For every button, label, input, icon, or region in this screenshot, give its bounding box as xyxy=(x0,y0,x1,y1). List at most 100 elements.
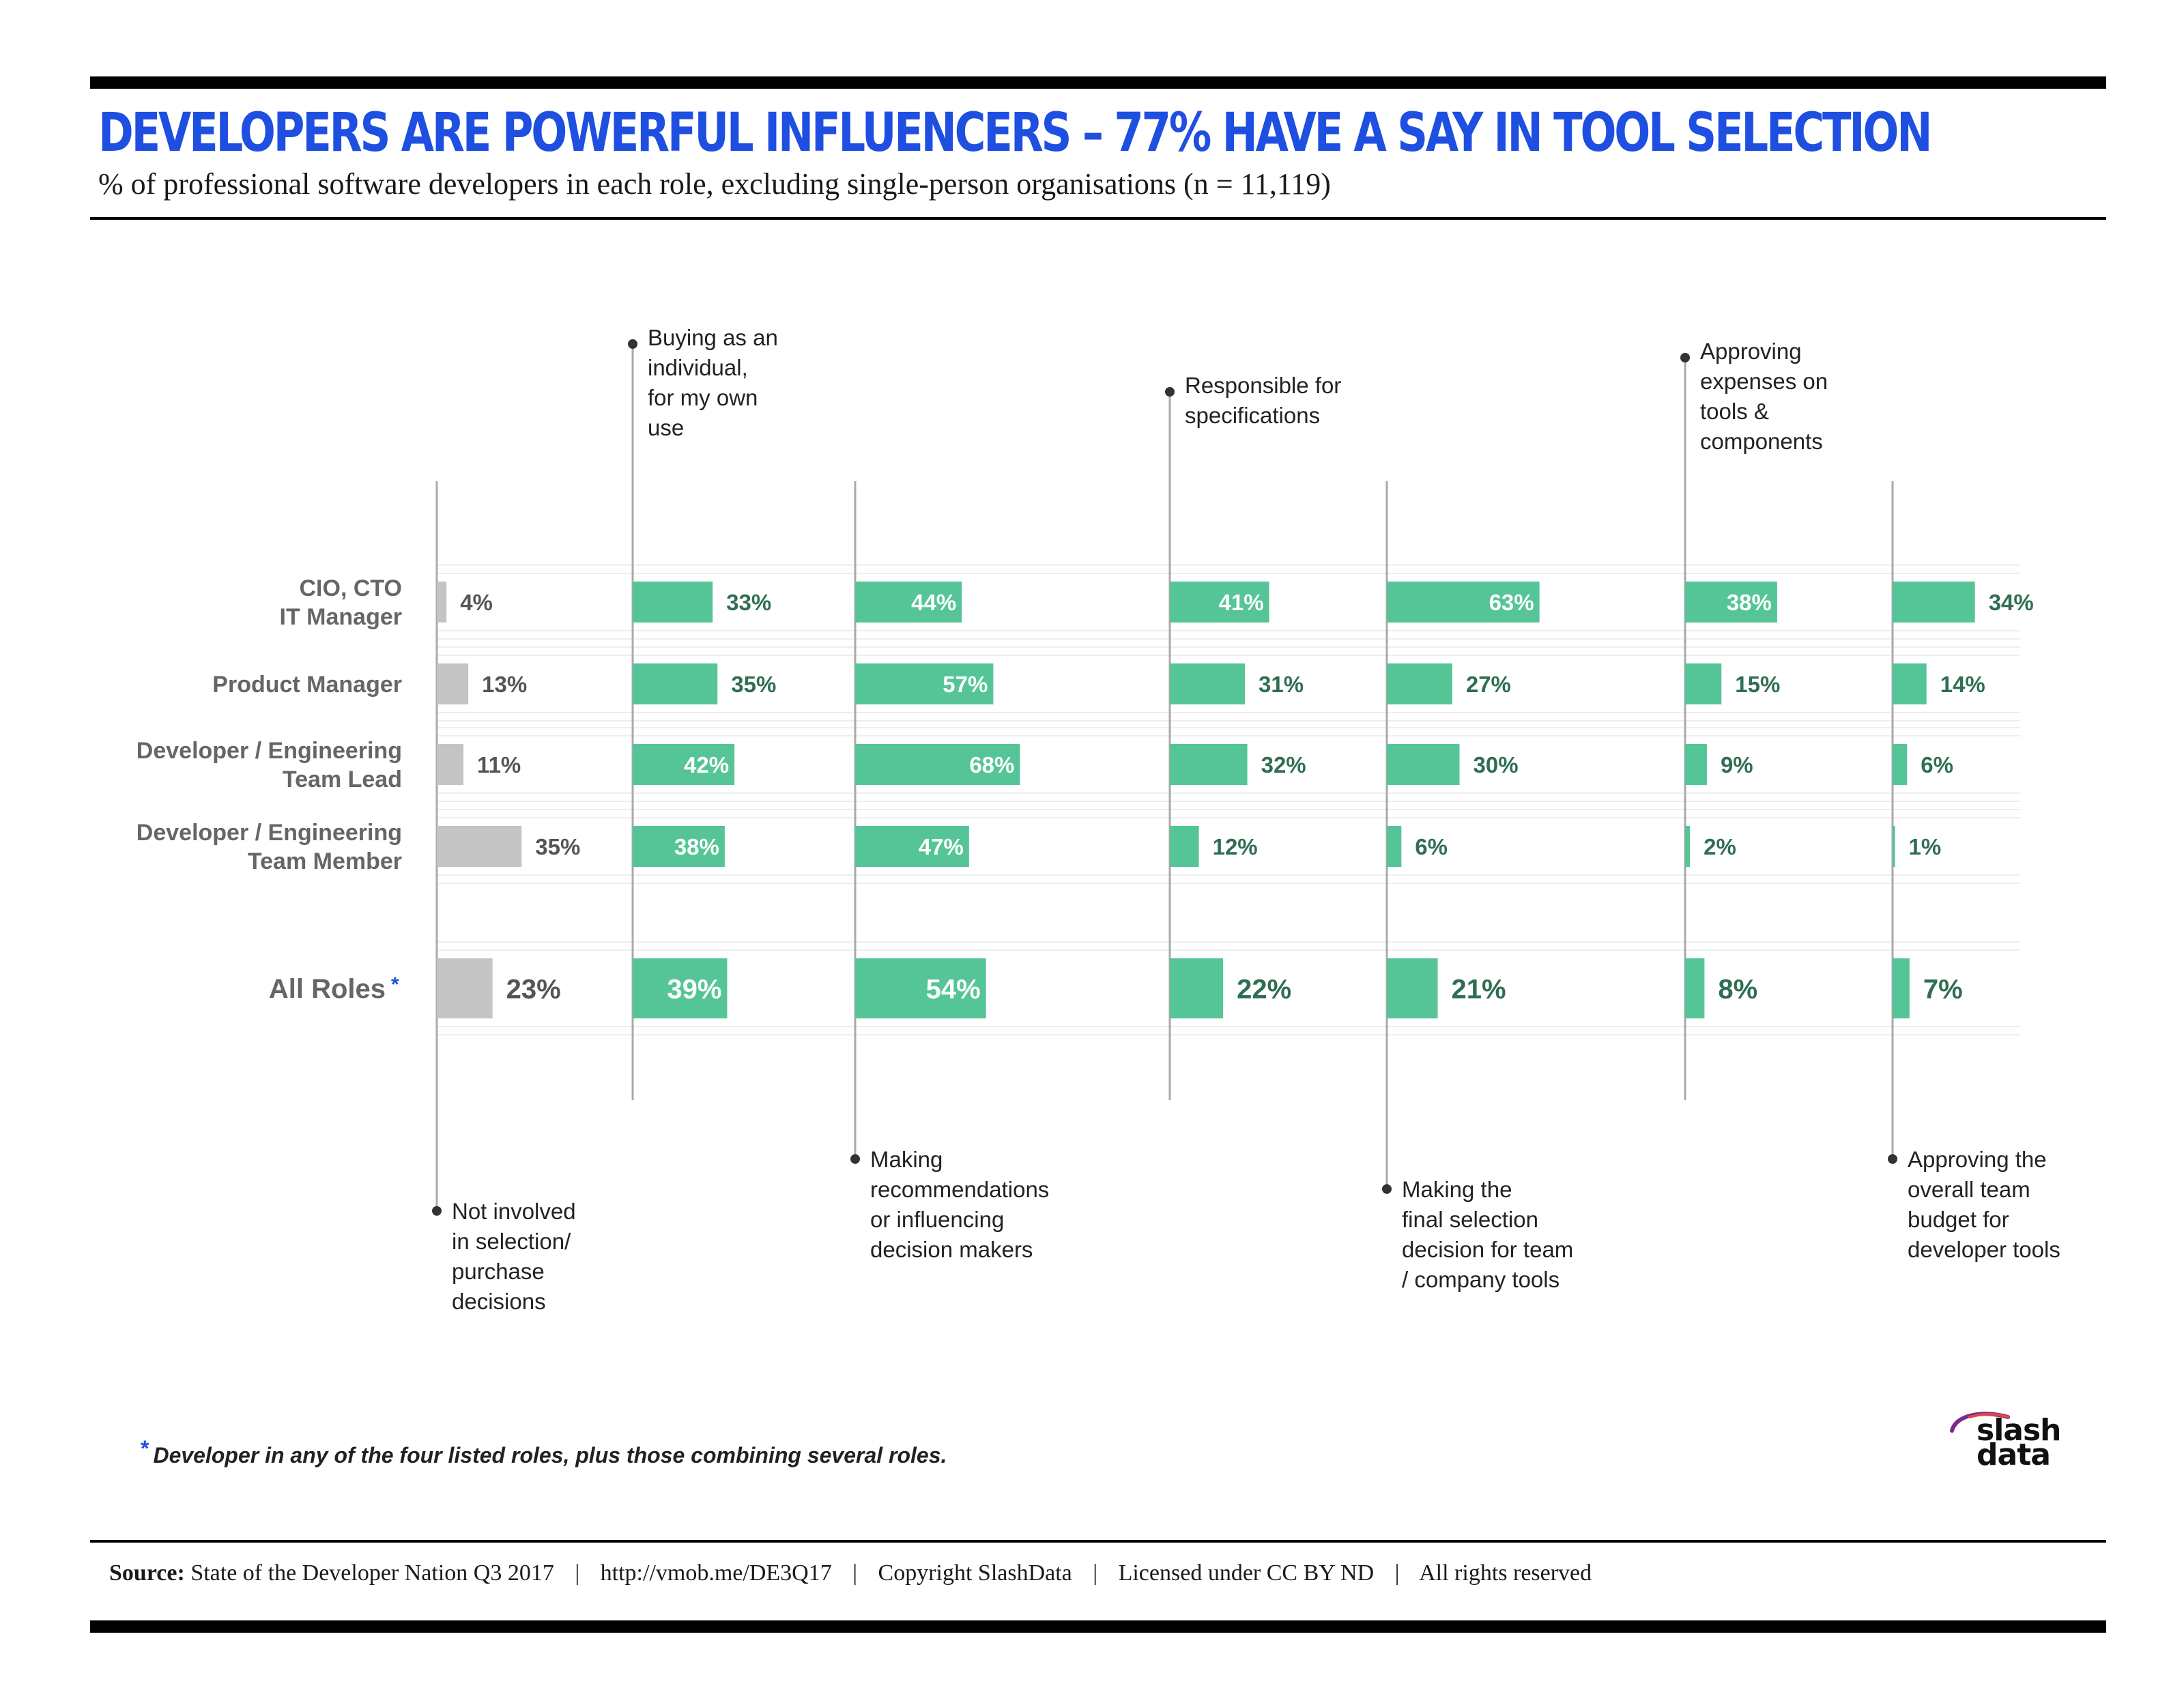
source-separator: | xyxy=(575,1560,580,1586)
bar xyxy=(1893,826,1895,867)
bar-value-label: 44% xyxy=(911,590,956,615)
column-marker-dot xyxy=(628,339,637,349)
chart-title: DEVELOPERS ARE POWERFUL INFLUENCERS – 77… xyxy=(98,102,1932,164)
source-part: Licensed under CC BY ND xyxy=(1118,1560,1375,1586)
bar-value-label: 22% xyxy=(1237,974,1291,1004)
footnote-text: Developer in any of the four listed role… xyxy=(153,1443,947,1468)
column-marker-dot xyxy=(850,1154,860,1164)
bar-value-label: 6% xyxy=(1415,834,1448,859)
bar xyxy=(1685,744,1707,785)
bar xyxy=(633,958,728,1018)
bar-value-label: 13% xyxy=(482,672,527,697)
bar-value-label: 27% xyxy=(1466,672,1511,697)
bar-value-label: 21% xyxy=(1452,974,1506,1004)
source-link[interactable]: http://vmob.me/DE3Q17 xyxy=(600,1560,832,1586)
bar xyxy=(1170,582,1269,623)
bar xyxy=(855,582,962,623)
source-separator: | xyxy=(852,1560,858,1586)
bar-value-label: 38% xyxy=(674,834,719,859)
bar-value-label: 23% xyxy=(506,974,561,1004)
bar xyxy=(437,826,522,867)
bar xyxy=(1685,826,1691,867)
bar xyxy=(1170,663,1246,704)
logo-line-1: slash xyxy=(1977,1413,2061,1448)
bar xyxy=(855,826,969,867)
bar xyxy=(855,663,994,704)
bar-value-label: 6% xyxy=(1921,752,1953,777)
column-label: Buying as an individual, for my own use xyxy=(648,325,778,440)
bar xyxy=(437,663,469,704)
bar-value-label: 31% xyxy=(1259,672,1304,697)
bar-value-label: 42% xyxy=(684,752,729,777)
bar-value-label: 39% xyxy=(667,974,721,1004)
bar xyxy=(1685,582,1777,623)
bar-value-label: 11% xyxy=(477,752,521,777)
source-separator: | xyxy=(1093,1560,1098,1586)
source-part: State of the Developer Nation Q3 2017 xyxy=(190,1560,554,1586)
bar-value-label: 7% xyxy=(1923,974,1963,1004)
source-label: Source: xyxy=(109,1560,185,1586)
bar xyxy=(633,582,713,623)
source-part: All rights reserved xyxy=(1419,1560,1592,1586)
bar xyxy=(1387,744,1460,785)
bar xyxy=(1685,663,1722,704)
bar-value-label: 32% xyxy=(1261,752,1306,777)
bar xyxy=(1170,744,1248,785)
bar-value-label: 30% xyxy=(1474,752,1519,777)
bar xyxy=(1685,958,1705,1018)
row-label: CIO, CTO IT Manager xyxy=(280,575,402,630)
header-rule xyxy=(90,217,2106,220)
logo-line-2: data xyxy=(1977,1437,2051,1472)
row-label: Developer / Engineering Team Lead xyxy=(136,738,402,792)
bar-value-label: 2% xyxy=(1704,834,1736,859)
source-separator: | xyxy=(1394,1560,1400,1586)
row-label: Product Manager xyxy=(212,672,402,698)
bar-value-label: 41% xyxy=(1218,590,1263,615)
bar-value-label: 4% xyxy=(460,590,493,615)
bottom-rule xyxy=(90,1620,2106,1633)
column-label: Responsible for specifications xyxy=(1185,373,1341,428)
bar xyxy=(1170,958,1224,1018)
column-marker-dot xyxy=(1165,387,1175,397)
bar xyxy=(1893,582,1975,623)
footnote-marker: * xyxy=(141,1436,149,1461)
bar-value-label: 57% xyxy=(943,672,988,697)
footer-rule xyxy=(90,1540,2106,1543)
bar xyxy=(633,826,725,867)
column-marker-dot xyxy=(1680,353,1690,362)
bar xyxy=(437,582,447,623)
column-label: Not involved in selection/purchase decisio… xyxy=(452,1199,576,1314)
bar xyxy=(1387,826,1402,867)
column-marker-dot xyxy=(432,1206,442,1216)
bar xyxy=(855,744,1020,785)
summary-marker: * xyxy=(391,973,399,996)
column-marker-dot xyxy=(1382,1184,1392,1194)
bar xyxy=(855,958,986,1018)
column-label: Approving the overall team budget for devel… xyxy=(1908,1147,2060,1262)
bar-value-label: 14% xyxy=(1940,672,1985,697)
bar-value-label: 1% xyxy=(1909,834,1942,859)
bar-value-label: 35% xyxy=(731,672,776,697)
bar-value-label: 54% xyxy=(926,974,981,1004)
bar-value-label: 47% xyxy=(919,834,964,859)
row-label: All Roles xyxy=(269,974,386,1004)
bar-value-label: 8% xyxy=(1718,974,1757,1004)
bar xyxy=(633,663,718,704)
bar xyxy=(1893,744,1908,785)
bar-value-label: 12% xyxy=(1213,834,1258,859)
bar xyxy=(437,744,464,785)
chart-subtitle: % of professional software developers in… xyxy=(98,167,1331,201)
source-part: Copyright SlashData xyxy=(878,1560,1072,1586)
footnote: * Developer in any of the four listed rol… xyxy=(141,1436,947,1468)
column-label: Approving expenses on tools & components xyxy=(1700,339,1828,454)
bar-value-label: 9% xyxy=(1721,752,1753,777)
bar-value-label: 35% xyxy=(535,834,580,859)
bar-value-label: 63% xyxy=(1489,590,1534,615)
bar xyxy=(1893,663,1927,704)
bar-value-label: 34% xyxy=(1989,590,2034,615)
row-label: Developer / Engineering Team Member xyxy=(136,820,402,874)
chart-area: Not involved in selection/purchase decisio… xyxy=(136,325,2060,1314)
bar xyxy=(1893,958,1910,1018)
bar-value-label: 68% xyxy=(969,752,1014,777)
bar xyxy=(1387,663,1452,704)
